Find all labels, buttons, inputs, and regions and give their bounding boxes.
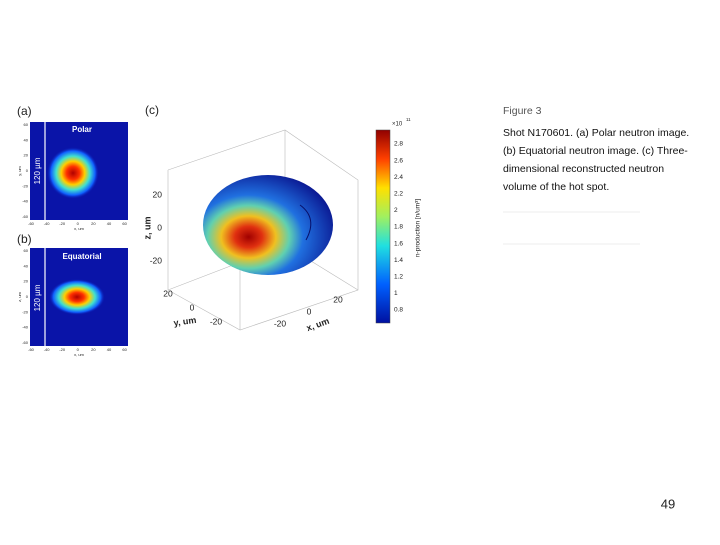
tick-label: -20 [150, 255, 163, 265]
panel-name: Polar [72, 125, 92, 134]
tick-label: 20 [163, 288, 173, 298]
tick-label: 60 [122, 347, 127, 352]
panel-label: (b) [17, 232, 32, 246]
tick-label: 60 [122, 221, 127, 226]
colorbar-tick: 2.8 [394, 141, 403, 148]
tick-label: 0 [26, 294, 29, 299]
tick-label: -20 [59, 221, 66, 226]
tick-label: 0 [77, 221, 80, 226]
tick-label: 20 [91, 221, 96, 226]
scale-label: 120 µm [33, 284, 42, 311]
tick-label: 40 [24, 263, 29, 268]
colorbar-label: n-production [n/um³] [415, 199, 422, 257]
panel-label: (c) [145, 103, 159, 117]
axis-label: z, um [142, 216, 152, 239]
scale-label: 120 µm [33, 157, 42, 184]
caption-line: dimensional reconstructed neutron [503, 163, 664, 175]
axis-label: x, um [305, 316, 331, 333]
panel-name: Equatorial [62, 252, 101, 261]
tick-label: 20 [153, 189, 163, 199]
tick-label: 20 [333, 294, 343, 304]
colorbar-tick: 1 [394, 290, 398, 297]
hot-spot [49, 279, 105, 315]
axis-label: x, um [74, 352, 84, 357]
tick-label: 0 [157, 222, 162, 232]
caption-line: Shot N170601. (a) Polar neutron image. [503, 127, 689, 139]
colorbar-tick: 2.6 [394, 157, 403, 164]
colorbar-tick: 2.2 [394, 191, 403, 198]
tick-label: 0 [307, 306, 312, 316]
colorbar-tick: 1.6 [394, 240, 403, 247]
colorbar-tick: 1.2 [394, 274, 403, 281]
surface-fold [299, 204, 312, 241]
axis-label: y, um [173, 315, 197, 328]
tick-label: 60 [24, 122, 29, 127]
tick-label: -40 [22, 199, 29, 204]
tick-label: -20 [210, 316, 223, 326]
colorbar-exponent: 11 [406, 117, 411, 122]
axis-label: y, um [17, 166, 22, 176]
panel-label: (a) [17, 104, 32, 118]
colorbar-multiplier: ×10 [392, 122, 403, 128]
tick-label: -20 [274, 318, 287, 328]
colorbar-tick: 0.8 [394, 307, 403, 314]
page-number: 49 [661, 496, 675, 511]
colorbar-tick: 2 [394, 207, 398, 214]
axis-label: z, um [17, 291, 22, 301]
tick-label: 0 [190, 302, 195, 312]
tick-label: 0 [26, 168, 29, 173]
tick-label: -60 [28, 347, 35, 352]
colorbar-tick: 2.4 [394, 174, 403, 181]
hot-spot [47, 147, 99, 199]
tick-label: -20 [22, 309, 29, 314]
caption-line: (b) Equatorial neutron image. (c) Three- [503, 145, 688, 157]
tick-label: -60 [22, 214, 29, 219]
caption-line: volume of the hot spot. [503, 181, 609, 193]
tick-label: 20 [24, 279, 29, 284]
tick-label: -40 [44, 347, 51, 352]
tick-label: 40 [24, 137, 29, 142]
tick-label: -40 [22, 325, 29, 330]
tick-label: 40 [107, 221, 112, 226]
tick-label: -60 [22, 340, 29, 345]
tick-label: 40 [107, 347, 112, 352]
hot-spot-volume [203, 175, 333, 275]
tick-label: -60 [28, 221, 35, 226]
tick-label: 20 [24, 153, 29, 158]
colorbar-tick: 1.8 [394, 224, 403, 231]
tick-label: -20 [59, 347, 66, 352]
tick-label: 20 [91, 347, 96, 352]
colorbar-tick: 1.4 [394, 257, 403, 264]
axis-label: x, um [74, 226, 84, 231]
caption-title: Figure 3 [503, 105, 542, 117]
tick-label: -20 [22, 183, 29, 188]
colorbar [375, 129, 391, 324]
tick-label: 0 [77, 347, 80, 352]
tick-label: 60 [24, 248, 29, 253]
tick-label: -40 [44, 221, 51, 226]
